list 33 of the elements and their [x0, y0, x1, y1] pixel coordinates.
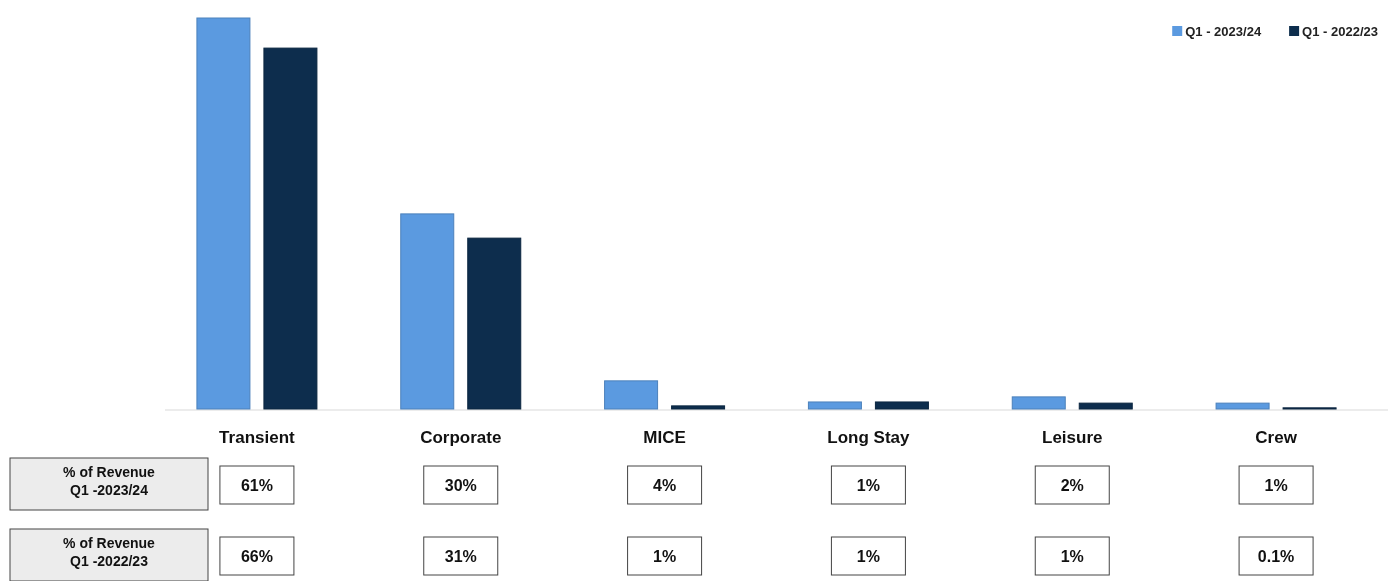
bar	[1011, 396, 1066, 410]
bar	[874, 401, 929, 410]
bar	[263, 47, 318, 410]
bar	[604, 380, 659, 410]
text: 2%	[1060, 477, 1084, 494]
text: % of Revenue Q1 -2022/23	[63, 535, 156, 569]
bar	[196, 17, 251, 410]
legend-label: Q1 - 2023/24	[1185, 24, 1262, 39]
text: 1%	[856, 477, 880, 494]
text: 0.1%	[1257, 548, 1295, 565]
bar	[1215, 402, 1270, 410]
bar	[467, 237, 522, 410]
bar	[807, 401, 862, 410]
bar	[1078, 402, 1133, 410]
text: 1%	[653, 548, 677, 565]
bar	[400, 213, 455, 410]
text: 31%	[444, 548, 477, 565]
bar	[671, 405, 726, 410]
text: % of Revenue Q1 -2023/24	[63, 464, 156, 498]
x-tick-label: Crew	[1255, 428, 1298, 447]
x-tick-label: Leisure	[1042, 428, 1103, 447]
x-tick-label: Long Stay	[827, 428, 911, 447]
text: 66%	[240, 548, 273, 565]
text: 1%	[856, 548, 880, 565]
text: 4%	[653, 477, 677, 494]
x-tick-label: MICE	[643, 428, 686, 447]
x-tick-label: Transient	[219, 428, 296, 447]
text: 61%	[240, 477, 273, 494]
text: 1%	[1264, 477, 1288, 494]
text: 30%	[444, 477, 477, 494]
legend-label: Q1 - 2022/23	[1302, 24, 1378, 39]
x-tick-label: Corporate	[420, 428, 502, 447]
text: 1%	[1060, 548, 1084, 565]
